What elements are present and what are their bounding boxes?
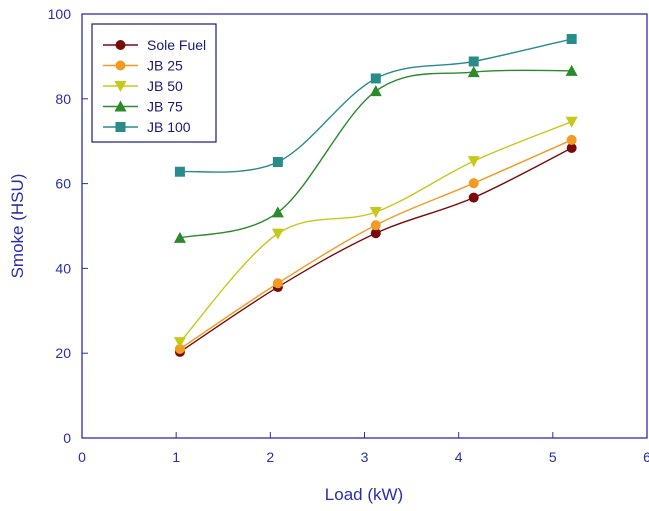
data-point [369,207,382,219]
legend: Sole Fuel JB 25 JB 50 JB 75 JB 100 [91,23,217,143]
data-point [566,34,577,45]
legend-marker [115,122,126,132]
legend-item: JB 25 [103,58,183,74]
legend-marker [114,81,127,92]
data-point [173,337,186,349]
legend-marker [114,100,127,112]
data-point [173,231,186,243]
data-point [370,73,381,84]
data-point [271,206,284,218]
legend-label: JB 50 [147,78,183,94]
x-tick-label: 0 [78,449,86,465]
x-tick-label: 3 [361,449,369,465]
data-point [565,116,578,128]
series-jb-100 [174,34,577,177]
series-sole-fuel [174,142,577,357]
legend-marker [115,60,126,71]
legend-label: JB 25 [147,58,183,74]
data-point [566,142,577,153]
x-tick-label: 4 [455,449,463,465]
series-jb-50 [173,116,578,349]
data-point [271,228,284,240]
legend-item: JB 75 [103,99,183,115]
x-tick-label: 1 [172,449,180,465]
data-point [566,134,577,145]
series-line [179,38,572,173]
data-point [468,192,479,203]
data-point [467,66,480,78]
data-point [565,64,578,76]
data-point [174,166,185,177]
data-point [370,220,381,231]
data-point [467,156,480,168]
y-tick-label: 0 [63,430,71,446]
data-point [468,56,479,67]
x-tick-label: 6 [643,449,649,465]
x-tick-label: 2 [266,449,274,465]
series-jb-25 [174,134,577,354]
y-tick-label: 20 [55,345,71,361]
y-tick-label: 100 [48,6,72,22]
data-point [272,156,283,167]
legend-marker [115,40,126,50]
data-point [369,85,382,97]
legend-label: Sole Fuel [147,37,206,53]
legend-label: JB 75 [147,99,183,115]
data-point [468,178,479,189]
data-point [272,278,283,289]
data-point [370,228,381,239]
data-point [174,343,185,354]
legend-item: JB 100 [103,119,191,135]
legend-item: Sole Fuel [103,37,206,53]
legend-box [91,23,217,143]
y-axis-title: Smoke (HSU) [8,174,27,279]
y-tick-label: 60 [55,176,71,192]
y-tick-label: 40 [55,260,71,276]
series-line [179,147,572,353]
legend-label: JB 100 [147,119,191,135]
series-jb-75 [173,64,578,243]
x-tick-label: 5 [549,449,557,465]
y-tick-label: 80 [55,91,71,107]
series-layer [173,34,578,357]
legend-item: JB 50 [103,78,183,94]
x-axis-title: Load (kW) [325,485,403,504]
